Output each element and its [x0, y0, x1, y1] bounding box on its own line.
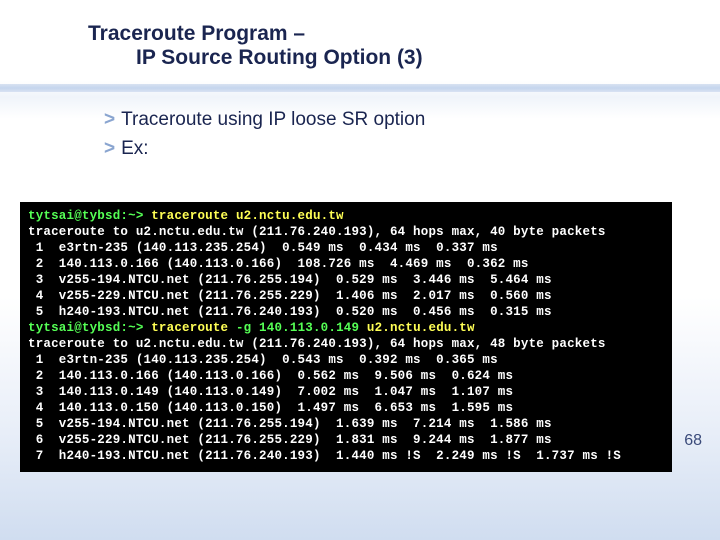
hop-line: 3 140.113.0.149 (140.113.0.149) 7.002 ms…: [28, 385, 513, 399]
bullet-1-text: Traceroute using IP loose SR option: [121, 109, 425, 130]
cmd-1: traceroute u2.nctu.edu.tw: [144, 209, 344, 223]
hop-line: 2 140.113.0.166 (140.113.0.166) 108.726 …: [28, 257, 529, 271]
prompt: tytsai@tybsd:~>: [28, 209, 144, 223]
prompt: tytsai@tybsd:~>: [28, 321, 144, 335]
chevron-icon: >: [104, 138, 121, 159]
hop-line: 2 140.113.0.166 (140.113.0.166) 0.562 ms…: [28, 369, 513, 383]
title-line-1: Traceroute Program –: [88, 22, 720, 46]
hop-line: 4 140.113.0.150 (140.113.0.150) 1.497 ms…: [28, 401, 513, 415]
cmd-2-flag: -g 140.113.0.149: [236, 321, 359, 335]
out-line: traceroute to u2.nctu.edu.tw (211.76.240…: [28, 225, 606, 239]
hop-line: 7 h240-193.NTCU.net (211.76.240.193) 1.4…: [28, 449, 621, 463]
hop-line: 6 v255-229.NTCU.net (211.76.255.229) 1.8…: [28, 433, 552, 447]
title-line-2: IP Source Routing Option (3): [88, 46, 720, 70]
hop-line: 3 v255-194.NTCU.net (211.76.255.194) 0.5…: [28, 273, 552, 287]
hop-line: 5 v255-194.NTCU.net (211.76.255.194) 1.6…: [28, 417, 552, 431]
accent-bar: [0, 84, 720, 92]
hop-line: 4 v255-229.NTCU.net (211.76.255.229) 1.4…: [28, 289, 552, 303]
hop-line: 5 h240-193.NTCU.net (211.76.240.193) 0.5…: [28, 305, 552, 319]
bullet-1: >Traceroute using IP loose SR option: [104, 106, 720, 135]
hop-line: 1 e3rtn-235 (140.113.235.254) 0.549 ms 0…: [28, 241, 498, 255]
page-number: 68: [684, 432, 702, 450]
chevron-icon: >: [104, 109, 121, 130]
cmd-2a: traceroute: [144, 321, 236, 335]
hop-line: 1 e3rtn-235 (140.113.235.254) 0.543 ms 0…: [28, 353, 498, 367]
bullet-2: >Ex:: [104, 135, 720, 164]
out-line: traceroute to u2.nctu.edu.tw (211.76.240…: [28, 337, 606, 351]
terminal-output: tytsai@tybsd:~> traceroute u2.nctu.edu.t…: [20, 202, 672, 472]
cmd-2c: u2.nctu.edu.tw: [359, 321, 475, 335]
slide-title: Traceroute Program – IP Source Routing O…: [0, 0, 720, 70]
bullet-2-text: Ex:: [121, 138, 148, 159]
